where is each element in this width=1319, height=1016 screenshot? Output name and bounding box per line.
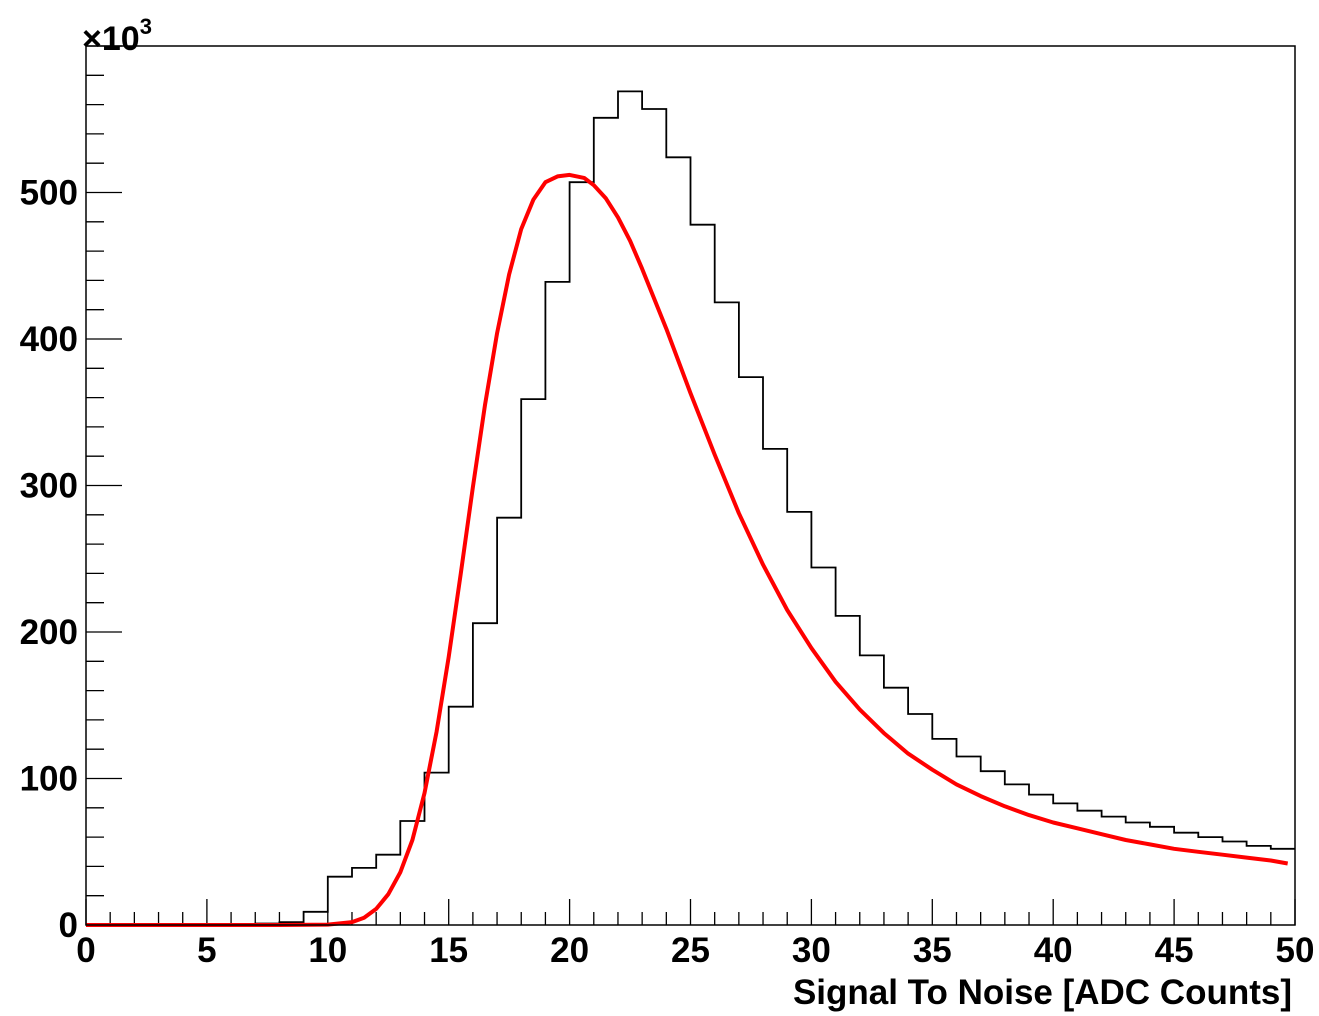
fit-curve bbox=[86, 172, 1289, 927]
histogram-outline bbox=[86, 90, 1295, 926]
x-tick-label: 0 bbox=[76, 931, 95, 970]
fit-curve-series bbox=[86, 172, 1289, 927]
x-tick-label: 50 bbox=[1276, 931, 1315, 970]
y-multiplier-base: 10 bbox=[102, 20, 140, 58]
y-tick-label: 400 bbox=[20, 320, 78, 359]
x-tick-label: 40 bbox=[1034, 931, 1073, 970]
y-tick-label: 200 bbox=[20, 613, 78, 652]
x-tick-label: 5 bbox=[197, 931, 216, 970]
x-tick-label: 25 bbox=[671, 931, 710, 970]
histogram-series bbox=[86, 90, 1295, 926]
x-tick-label: 30 bbox=[792, 931, 831, 970]
x-tick-label: 35 bbox=[913, 931, 952, 970]
y-tick-label: 100 bbox=[20, 760, 78, 799]
axis-ticks bbox=[85, 45, 1296, 926]
y-tick-label: 0 bbox=[59, 906, 78, 945]
plot-frame bbox=[85, 45, 1296, 926]
x-tick-label: 20 bbox=[550, 931, 589, 970]
y-tick-label: 300 bbox=[20, 467, 78, 506]
y-tick-label: 500 bbox=[20, 174, 78, 213]
x-tick-label: 45 bbox=[1155, 931, 1194, 970]
series-layer bbox=[86, 90, 1295, 927]
x-tick-label: 15 bbox=[429, 931, 468, 970]
x-tick-label: 10 bbox=[308, 931, 347, 970]
y-multiplier: ×103 bbox=[82, 14, 152, 58]
y-multiplier-times: × bbox=[82, 20, 102, 58]
y-multiplier-exponent: 3 bbox=[140, 14, 152, 39]
x-axis-title: Signal To Noise [ADC Counts] bbox=[793, 973, 1292, 1012]
